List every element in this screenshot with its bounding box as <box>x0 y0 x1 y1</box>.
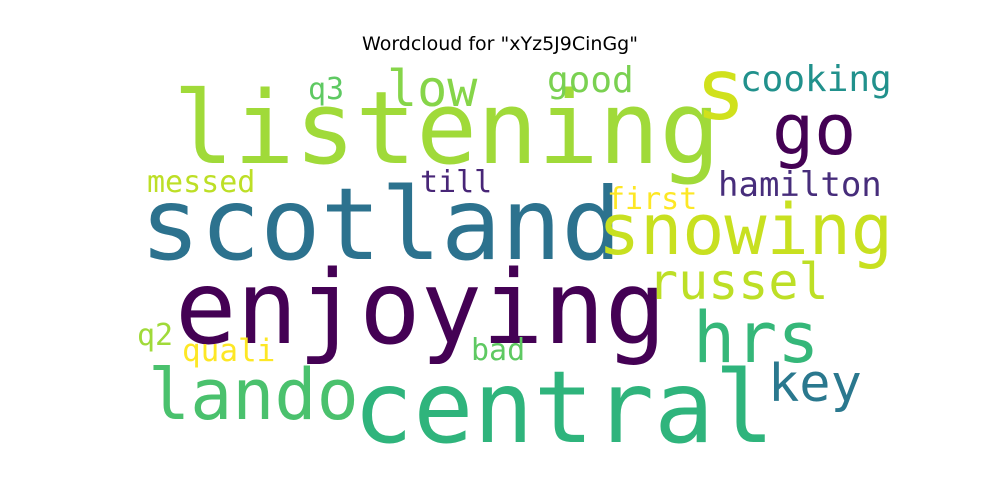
word-key: key <box>768 354 862 414</box>
word-listening: listening <box>173 69 721 187</box>
word-till: till <box>420 165 493 200</box>
word-go: go <box>772 89 857 171</box>
word-snowing: snowing <box>598 189 894 271</box>
word-bad: bad <box>471 333 526 368</box>
word-q2: q2 <box>137 318 174 353</box>
word-hrs: hrs <box>693 297 820 379</box>
word-cooking: cooking <box>740 59 892 100</box>
chart-title: Wordcloud for "xYz5J9CinGg" <box>362 33 638 55</box>
word-scotland: scotland <box>140 166 622 283</box>
word-good: good <box>547 60 634 101</box>
word-enjoying: enjoying <box>175 249 667 368</box>
word-russel: russel <box>648 253 829 311</box>
word-first: first <box>607 182 698 217</box>
word-hamilton: hamilton <box>718 165 882 205</box>
word-central: central <box>353 349 775 466</box>
word-q3: q3 <box>308 72 345 107</box>
word-quali: quali <box>182 333 276 369</box>
word-messed: messed <box>147 165 256 200</box>
word-low: low <box>387 60 478 118</box>
word-s: s <box>695 41 747 140</box>
word-lando: lando <box>148 354 359 436</box>
